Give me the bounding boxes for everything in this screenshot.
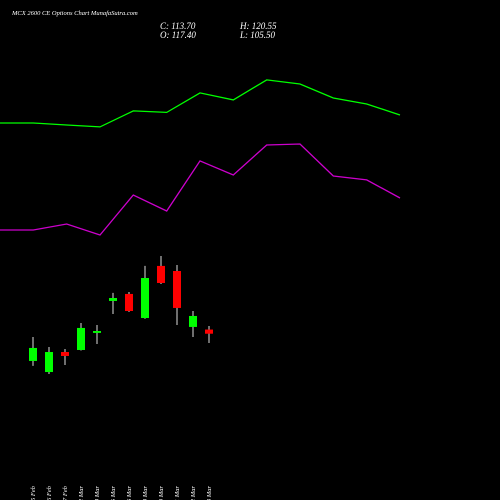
x-tick-label: 11 Mar — [174, 486, 181, 500]
x-tick-label: 26 Feb — [46, 485, 53, 500]
candle-body — [45, 352, 53, 373]
close-label: C: 113.70 — [160, 21, 196, 31]
candle-body — [189, 315, 197, 327]
low-label: L: 105.50 — [239, 30, 276, 40]
candle-body — [29, 347, 37, 361]
candle-body — [93, 331, 101, 333]
candle-body — [77, 327, 85, 350]
x-tick-label: 27 Feb — [62, 485, 69, 500]
x-tick-label: 25 Feb — [30, 485, 37, 500]
x-tick-label: 13 Mar — [206, 486, 213, 500]
x-tick-label: 06 Mar — [126, 486, 133, 500]
x-tick-label: 12 Mar — [190, 486, 197, 500]
candle-body — [205, 329, 213, 334]
chart-title: MCX 2600 CE Options Chart MunafaSutra.co… — [11, 10, 138, 17]
line-series — [0, 79, 401, 128]
candle-body — [125, 293, 133, 312]
line-series — [0, 143, 401, 236]
x-tick-label: 09 Mar — [142, 486, 149, 500]
candle-body — [141, 278, 149, 319]
candle-body — [109, 298, 117, 301]
x-tick-label: 02 Mar — [78, 486, 85, 500]
x-tick-label: 05 Mar — [110, 486, 117, 500]
high-label: H: 120.55 — [239, 21, 277, 31]
x-tick-label: 04 Mar — [94, 486, 101, 500]
x-tick-label: 10 Mar — [158, 486, 165, 500]
candle-body — [61, 352, 69, 356]
candle-body — [173, 271, 181, 308]
open-label: O: 117.40 — [160, 30, 196, 40]
candle-body — [157, 265, 165, 283]
